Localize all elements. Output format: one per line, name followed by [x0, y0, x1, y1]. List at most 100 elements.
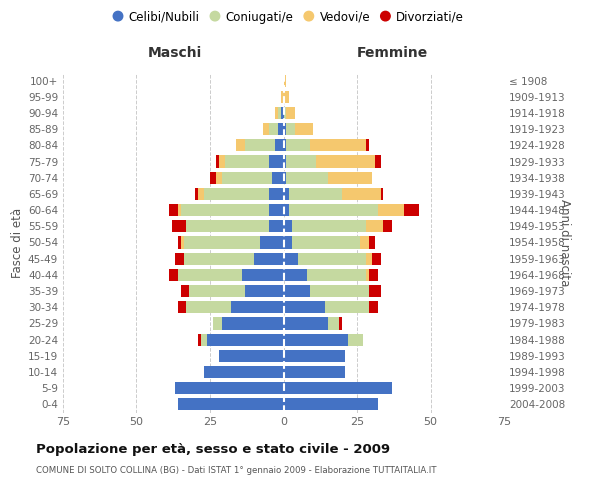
Bar: [284, 350, 345, 362]
Bar: [284, 220, 292, 232]
Bar: [369, 285, 380, 297]
Bar: [295, 123, 313, 135]
Bar: [222, 172, 272, 184]
Bar: [316, 156, 374, 168]
Bar: [190, 285, 245, 297]
Bar: [181, 236, 184, 248]
Bar: [181, 285, 190, 297]
Bar: [281, 90, 284, 103]
Bar: [210, 172, 216, 184]
Bar: [269, 123, 278, 135]
Bar: [284, 188, 289, 200]
Bar: [284, 301, 325, 314]
Text: COMUNE DI SOLTO COLLINA (BG) - Dati ISTAT 1° gennaio 2009 - Elaborazione TUTTAIT: COMUNE DI SOLTO COLLINA (BG) - Dati ISTA…: [36, 466, 437, 475]
Bar: [245, 285, 284, 297]
Bar: [284, 382, 392, 394]
Bar: [181, 204, 269, 216]
Bar: [286, 123, 295, 135]
Bar: [310, 140, 366, 151]
Bar: [172, 220, 187, 232]
Bar: [198, 334, 201, 345]
Bar: [284, 269, 307, 281]
Bar: [201, 334, 207, 345]
Bar: [272, 172, 284, 184]
Bar: [275, 140, 284, 151]
Bar: [278, 107, 281, 119]
Bar: [284, 74, 286, 86]
Bar: [219, 350, 284, 362]
Bar: [289, 188, 343, 200]
Bar: [169, 204, 178, 216]
Bar: [225, 156, 269, 168]
Bar: [380, 188, 383, 200]
Bar: [369, 301, 377, 314]
Bar: [178, 236, 181, 248]
Bar: [178, 204, 181, 216]
Bar: [383, 220, 392, 232]
Bar: [328, 318, 340, 330]
Bar: [292, 236, 360, 248]
Bar: [325, 301, 369, 314]
Text: Maschi: Maschi: [148, 46, 202, 60]
Bar: [184, 252, 254, 265]
Bar: [178, 301, 187, 314]
Bar: [372, 252, 380, 265]
Bar: [216, 156, 219, 168]
Bar: [245, 140, 275, 151]
Bar: [284, 107, 286, 119]
Bar: [366, 252, 372, 265]
Bar: [284, 172, 286, 184]
Bar: [204, 188, 269, 200]
Bar: [286, 172, 328, 184]
Bar: [366, 220, 383, 232]
Bar: [286, 107, 295, 119]
Bar: [284, 140, 286, 151]
Bar: [340, 318, 343, 330]
Bar: [284, 334, 348, 345]
Bar: [284, 285, 310, 297]
Bar: [236, 140, 245, 151]
Bar: [230, 301, 284, 314]
Bar: [187, 220, 269, 232]
Bar: [286, 156, 316, 168]
Bar: [178, 398, 284, 410]
Bar: [269, 204, 284, 216]
Bar: [284, 204, 289, 216]
Bar: [284, 156, 286, 168]
Bar: [281, 107, 284, 119]
Bar: [184, 236, 260, 248]
Bar: [328, 172, 372, 184]
Y-axis label: Anni di nascita: Anni di nascita: [558, 199, 571, 286]
Bar: [284, 318, 328, 330]
Bar: [269, 188, 284, 200]
Bar: [204, 366, 284, 378]
Bar: [213, 318, 222, 330]
Bar: [348, 334, 363, 345]
Bar: [284, 398, 377, 410]
Bar: [216, 172, 222, 184]
Bar: [198, 188, 204, 200]
Legend: Celibi/Nubili, Coniugati/e, Vedovi/e, Divorziati/e: Celibi/Nubili, Coniugati/e, Vedovi/e, Di…: [110, 8, 466, 26]
Bar: [242, 269, 284, 281]
Bar: [178, 269, 242, 281]
Bar: [289, 204, 377, 216]
Bar: [369, 269, 377, 281]
Bar: [366, 140, 369, 151]
Bar: [284, 123, 286, 135]
Bar: [284, 252, 298, 265]
Bar: [263, 123, 269, 135]
Bar: [187, 301, 230, 314]
Bar: [284, 366, 345, 378]
Bar: [269, 156, 284, 168]
Bar: [260, 236, 284, 248]
Bar: [377, 204, 404, 216]
Bar: [269, 220, 284, 232]
Bar: [292, 220, 366, 232]
Bar: [360, 236, 369, 248]
Bar: [219, 156, 225, 168]
Bar: [175, 252, 184, 265]
Bar: [307, 269, 366, 281]
Bar: [366, 269, 369, 281]
Text: Popolazione per età, sesso e stato civile - 2009: Popolazione per età, sesso e stato civil…: [36, 442, 390, 456]
Bar: [196, 188, 198, 200]
